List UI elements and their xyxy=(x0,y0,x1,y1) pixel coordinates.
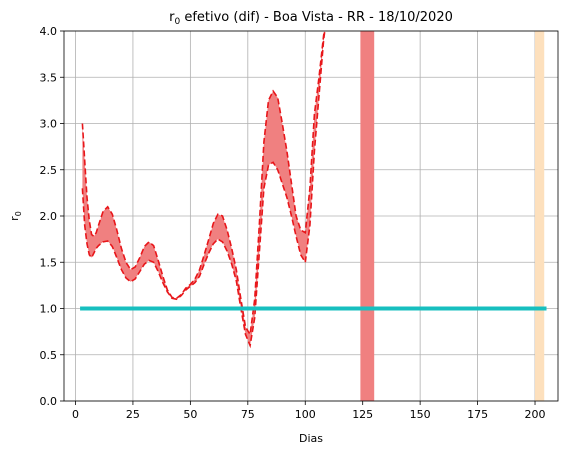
shaded-region xyxy=(535,31,545,401)
y-tick-label: 3.5 xyxy=(40,71,58,84)
lower-bound-line xyxy=(81,31,326,349)
x-axis-label: Dias xyxy=(299,432,323,445)
y-tick-label: 3.0 xyxy=(40,118,58,131)
y-tick-label: 2.0 xyxy=(40,210,58,223)
chart-title: r0 efetivo (dif) - Boa Vista - RR - 18/1… xyxy=(169,10,453,27)
y-tick-label: 1.0 xyxy=(40,303,58,316)
upper-bound-line xyxy=(81,31,326,337)
x-tick-label: 50 xyxy=(183,408,197,421)
x-tick-label: 25 xyxy=(126,408,140,421)
x-tick-label: 0 xyxy=(72,408,79,421)
confidence-band xyxy=(82,31,325,346)
x-tick-label: 125 xyxy=(352,408,373,421)
y-tick-label: 1.5 xyxy=(40,256,58,269)
x-tick-label: 150 xyxy=(410,408,431,421)
y-tick-label: 4.0 xyxy=(40,25,58,38)
x-tick-label: 175 xyxy=(467,408,488,421)
x-tick-label: 75 xyxy=(241,408,255,421)
confidence-band xyxy=(360,31,375,401)
x-tick-label: 200 xyxy=(525,408,546,421)
shaded-regions xyxy=(535,31,545,401)
y-axis-label: r0 xyxy=(8,211,23,221)
y-tick-label: 0.5 xyxy=(40,349,58,362)
x-axis-ticks: 0 25 50 75 100 125 150 175 200 xyxy=(72,401,546,421)
y-tick-label: 2.5 xyxy=(40,164,58,177)
y-tick-label: 0.0 xyxy=(40,395,58,408)
x-tick-label: 100 xyxy=(295,408,316,421)
y-axis-ticks: 0.0 0.5 1.0 1.5 2.0 2.5 3.0 3.5 4.0 xyxy=(40,25,64,408)
